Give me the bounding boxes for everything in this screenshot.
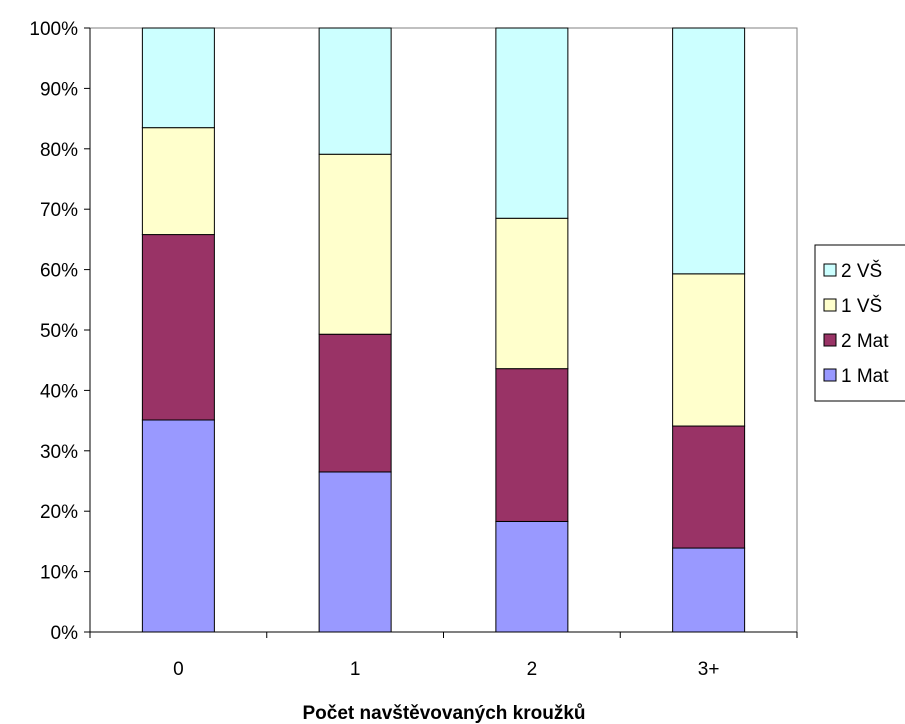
y-tick-label: 60%: [40, 261, 78, 282]
bar-segment-1-3: [318, 153, 392, 335]
bar-segment-3+-3: [672, 273, 746, 427]
bar-segment-2-3: [495, 217, 569, 370]
bar-segment-0-2: [141, 234, 215, 421]
y-tick-label: 90%: [40, 79, 78, 100]
x-axis-title: Počet navštěvovaných kroužků: [303, 703, 586, 724]
x-tick-label: 3+: [698, 659, 720, 680]
legend-swatch: [823, 263, 837, 277]
y-tick-label: 100%: [29, 19, 78, 40]
bar-segment-1-4: [318, 27, 392, 155]
bar-segment-0-1: [141, 419, 215, 633]
y-tick-label: 30%: [40, 442, 78, 463]
legend-label: 2 Mat: [841, 331, 889, 352]
legend-label: 1 Mat: [841, 366, 889, 387]
bar-segment-3+-4: [672, 27, 746, 275]
y-tick-label: 40%: [40, 381, 78, 402]
y-tick-label: 70%: [40, 200, 78, 221]
legend-label: 2 VŠ: [841, 260, 882, 282]
legend: 2 VŠ 1 VŠ 2 Mat 1 Mat: [814, 244, 905, 402]
bar-segment-1-2: [318, 333, 392, 473]
y-axis: 0% 10% 20% 30% 40% 50% 60% 70% 80% 90% 100%: [29, 19, 91, 644]
legend-swatch: [823, 368, 837, 382]
x-tick-label: 1: [350, 659, 361, 680]
y-tick-label: 0%: [51, 623, 79, 644]
bar-segment-0-3: [141, 127, 215, 236]
bar-segment-1-1: [318, 471, 392, 633]
y-tick-label: 80%: [40, 140, 78, 161]
bar-segment-2-2: [495, 368, 569, 522]
bar-segment-2-1: [495, 520, 569, 633]
bar-segment-0-4: [141, 27, 215, 129]
x-axis: 0 1 2 3+: [89, 631, 798, 680]
legend-swatch: [823, 298, 837, 312]
legend-label: 1 VŠ: [841, 295, 882, 317]
y-tick-label: 20%: [40, 502, 78, 523]
legend-swatch: [823, 333, 837, 347]
bar-segment-3+-2: [672, 425, 746, 549]
bar-segment-2-4: [495, 27, 569, 219]
x-tick-label: 2: [527, 659, 538, 680]
x-tick-label: 0: [173, 659, 184, 680]
y-tick-label: 50%: [40, 321, 78, 342]
bars: [141, 27, 746, 633]
bar-segment-3+-1: [672, 547, 746, 633]
y-tick-label: 10%: [40, 563, 78, 584]
